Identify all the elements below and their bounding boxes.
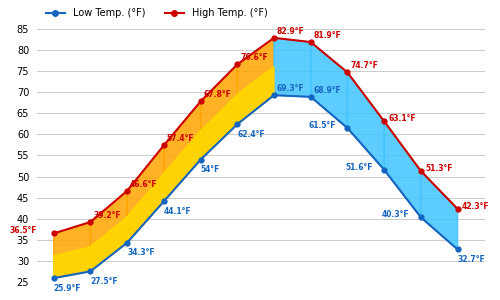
Text: 51.6°F: 51.6°F <box>346 163 373 172</box>
Polygon shape <box>200 64 237 160</box>
Text: 42.3°F: 42.3°F <box>462 202 489 211</box>
Text: 46.6°F: 46.6°F <box>130 180 158 189</box>
Text: 51.3°F: 51.3°F <box>425 164 452 173</box>
Polygon shape <box>90 191 127 272</box>
Text: 63.1°F: 63.1°F <box>388 114 416 123</box>
Text: 61.5°F: 61.5°F <box>308 121 336 130</box>
Text: 39.2°F: 39.2°F <box>93 211 121 220</box>
Text: 32.7°F: 32.7°F <box>458 255 485 264</box>
Polygon shape <box>164 130 200 201</box>
Polygon shape <box>127 145 164 243</box>
Text: 54°F: 54°F <box>200 165 220 174</box>
Text: 25.9°F: 25.9°F <box>54 284 81 292</box>
Text: 81.9°F: 81.9°F <box>314 31 342 40</box>
Text: 27.5°F: 27.5°F <box>90 277 118 286</box>
Polygon shape <box>238 67 274 124</box>
Polygon shape <box>274 38 310 97</box>
Polygon shape <box>164 101 200 201</box>
Text: 36.5°F: 36.5°F <box>9 226 36 236</box>
Text: 44.1°F: 44.1°F <box>164 207 192 216</box>
Polygon shape <box>90 217 127 272</box>
Polygon shape <box>421 171 458 250</box>
Text: 74.7°F: 74.7°F <box>350 61 378 70</box>
Text: 62.4°F: 62.4°F <box>238 130 265 139</box>
Text: 67.8°F: 67.8°F <box>204 90 231 99</box>
Polygon shape <box>238 38 274 124</box>
Text: 57.4°F: 57.4°F <box>166 134 194 143</box>
Polygon shape <box>310 42 348 128</box>
Polygon shape <box>127 173 164 243</box>
Polygon shape <box>54 247 90 278</box>
Polygon shape <box>200 94 237 160</box>
Text: 68.9°F: 68.9°F <box>314 86 342 95</box>
Polygon shape <box>54 222 90 278</box>
Polygon shape <box>384 121 421 218</box>
Text: 40.3°F: 40.3°F <box>382 210 409 219</box>
Text: 34.3°F: 34.3°F <box>127 248 154 257</box>
Text: 76.6°F: 76.6°F <box>240 53 268 62</box>
Text: 69.3°F: 69.3°F <box>277 84 304 93</box>
Polygon shape <box>348 72 384 170</box>
Legend: Low Temp. (°F), High Temp. (°F): Low Temp. (°F), High Temp. (°F) <box>42 4 272 22</box>
Text: 82.9°F: 82.9°F <box>277 27 304 36</box>
